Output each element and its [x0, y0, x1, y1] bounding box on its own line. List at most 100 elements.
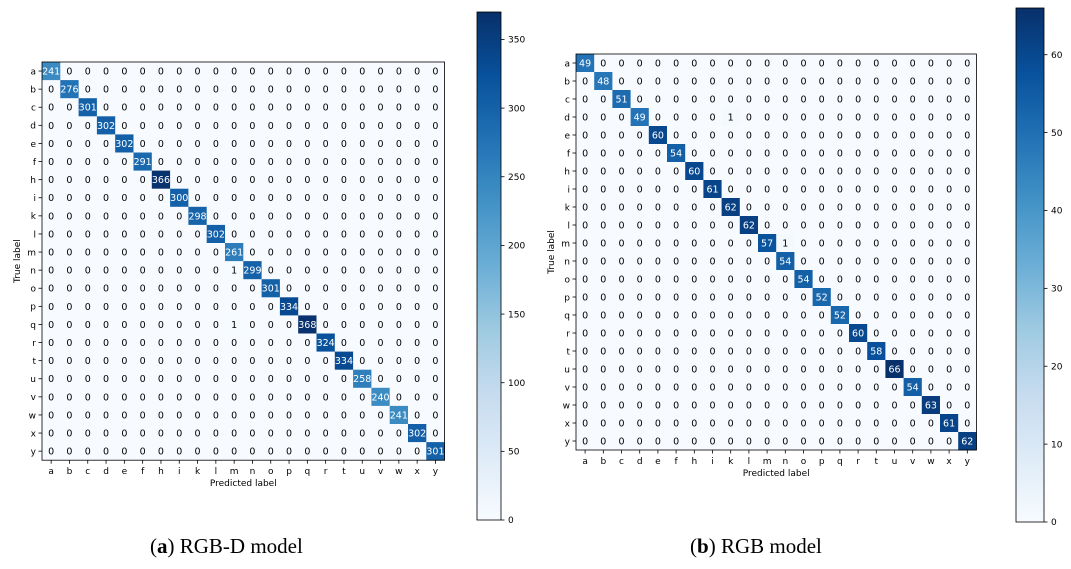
heatmap-cell: [426, 134, 445, 153]
heatmap-cell: [794, 90, 813, 109]
cell-value-label: 0: [910, 400, 916, 411]
heatmap-cell: [206, 369, 226, 389]
y-tick-label: k: [565, 203, 571, 213]
cell-value-label: 0: [673, 202, 679, 213]
cell-value-label: 0: [121, 247, 127, 258]
cell-value-label: 0: [855, 166, 861, 177]
cell-value-label: 0: [341, 392, 347, 403]
cell-value-label: 0: [48, 121, 54, 132]
heatmap-cell: [758, 324, 777, 343]
heatmap-cell: [685, 252, 704, 271]
heatmap-cell: [648, 198, 668, 217]
cell-value-label: 0: [195, 103, 201, 114]
heatmap-cell: [576, 90, 595, 109]
heatmap-cell: [316, 170, 336, 190]
cell-value-label: 0: [103, 284, 109, 295]
heatmap-cell: [849, 180, 868, 199]
heatmap-cell: [298, 297, 317, 316]
heatmap-cell: [188, 351, 208, 371]
heatmap-cell: [261, 206, 281, 226]
heatmap-cell: [903, 72, 923, 91]
heatmap-cell: [115, 224, 134, 244]
heatmap-cell: [188, 62, 208, 81]
cell-value-label: 0: [946, 112, 952, 123]
heatmap-cell: [298, 405, 317, 425]
heatmap-cell: [703, 378, 722, 397]
heatmap-cell: [426, 369, 445, 389]
cell-value-label: 0: [746, 364, 752, 375]
cell-value-label: 0: [48, 266, 54, 277]
cell-value-label: 0: [195, 247, 201, 258]
heatmap-cell: [903, 216, 923, 235]
heatmap-cell: [96, 152, 116, 171]
cell-value-label: 0: [728, 58, 734, 69]
cell-value-label: 0: [782, 202, 788, 213]
heatmap-cell: [225, 315, 244, 334]
cell-value-label: 0: [66, 447, 72, 458]
heatmap-cell: [940, 288, 959, 307]
heatmap-cell: [133, 188, 153, 208]
cell-value-label: 0: [396, 229, 402, 240]
cell-value-label: 0: [414, 175, 420, 186]
heatmap-cell: [739, 360, 759, 379]
heatmap-cell: [794, 360, 813, 379]
cell-value-label: 0: [746, 184, 752, 195]
cell-value-label: 0: [673, 274, 679, 285]
heatmap-cell: [776, 306, 795, 325]
cell-value-label: 0: [195, 356, 201, 367]
heatmap-cell: [42, 188, 61, 208]
heatmap-cell: [279, 297, 299, 316]
heatmap-cell: [885, 414, 904, 433]
heatmap-cell: [739, 324, 759, 343]
colorbar-tick-label: 60: [1051, 51, 1063, 61]
heatmap-cell: [42, 333, 61, 352]
cell-value-label: 0: [414, 356, 420, 367]
cell-value-label: 0: [140, 193, 146, 204]
heatmap-cell: [353, 206, 372, 226]
cell-value-label: 0: [249, 103, 255, 114]
cell-value-label: 0: [396, 247, 402, 258]
heatmap-cell: [170, 243, 189, 262]
cell-value-label: 0: [891, 256, 897, 267]
y-tick-label: m: [27, 248, 36, 258]
cell-value-label: 0: [286, 428, 292, 439]
cell-value-label: 0: [600, 166, 606, 177]
heatmap-cell: [316, 279, 336, 298]
heatmap-cell: [576, 432, 595, 451]
heatmap-cell: [115, 206, 134, 226]
cell-value-label: 0: [928, 202, 934, 213]
cell-value-label: 0: [66, 103, 72, 114]
cell-value-label: 0: [396, 139, 402, 150]
heatmap-cell: [794, 144, 813, 163]
heatmap-cell: [849, 144, 868, 163]
cell-value-label: 0: [341, 302, 347, 313]
heatmap-cell: [703, 324, 722, 343]
cell-value-label: 0: [946, 166, 952, 177]
heatmap-cell: [576, 108, 595, 127]
heatmap-cell: [776, 162, 795, 181]
heatmap-cell: [867, 414, 886, 433]
cell-value-label: 0: [121, 121, 127, 132]
cell-value-label: 0: [48, 392, 54, 403]
heatmap-cell: [298, 351, 317, 371]
heatmap-cell: [298, 315, 317, 334]
cell-value-label: 0: [48, 103, 54, 114]
heatmap-cell: [225, 442, 244, 461]
heatmap-cell: [703, 180, 722, 199]
cell-value-label: 0: [341, 410, 347, 421]
cell-value-label: 0: [910, 418, 916, 429]
heatmap-cell: [115, 387, 134, 407]
cell-value-label: 0: [655, 256, 661, 267]
heatmap-cell: [225, 116, 244, 135]
cell-value-label: 0: [121, 66, 127, 77]
cell-value-label: 0: [782, 130, 788, 141]
heatmap-cell: [334, 279, 354, 298]
heatmap-cell: [371, 188, 391, 208]
heatmap-cell: [921, 144, 941, 163]
heatmap-cell: [794, 306, 813, 325]
cell-value-label: 0: [873, 148, 879, 159]
heatmap-cell: [576, 54, 595, 73]
heatmap-cell: [334, 369, 354, 389]
cell-value-label: 0: [691, 310, 697, 321]
